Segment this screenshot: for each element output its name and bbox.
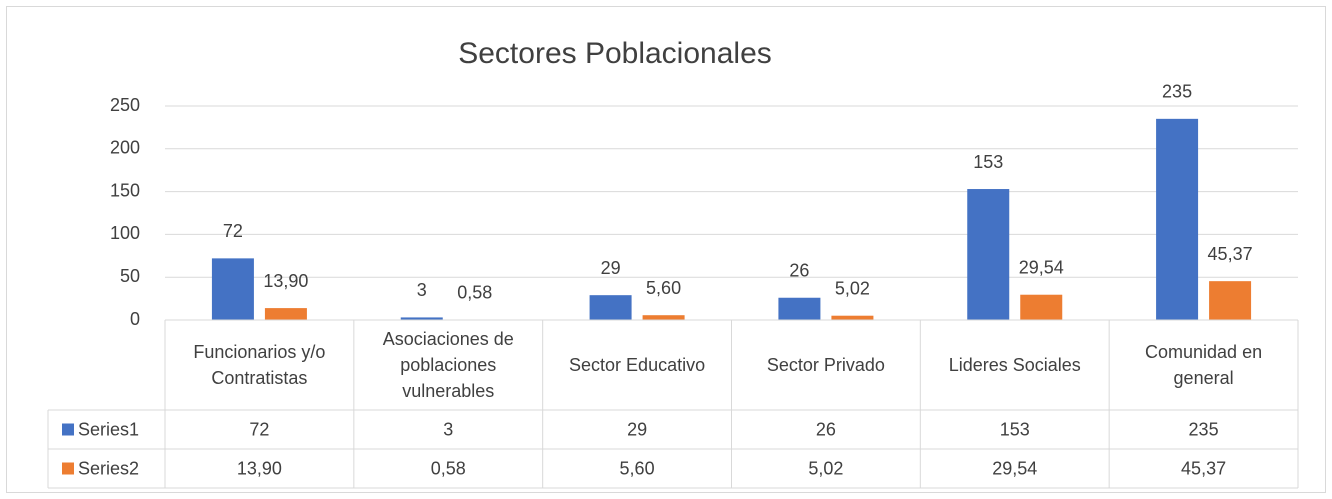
bar bbox=[642, 315, 685, 320]
x-tick-label: Asociaciones de poblaciones vulnerables bbox=[382, 329, 514, 401]
table-value: 0,58 bbox=[431, 458, 466, 478]
legend-key bbox=[62, 423, 74, 436]
data-label: 29,54 bbox=[1019, 257, 1064, 277]
chart-title: Sectores Poblacionales bbox=[458, 37, 772, 70]
y-tick-label: 0 bbox=[130, 309, 140, 329]
table-value: 153 bbox=[1000, 419, 1030, 439]
data-label: 72 bbox=[223, 221, 243, 241]
data-label: 3 bbox=[417, 280, 427, 300]
bar bbox=[400, 317, 443, 320]
y-tick-label: 50 bbox=[120, 266, 140, 286]
table-value: 235 bbox=[1189, 419, 1219, 439]
x-tick-label: Comunidad en general bbox=[1145, 342, 1263, 388]
legend-label: Series2 bbox=[78, 458, 139, 478]
data-label: 45,37 bbox=[1208, 244, 1253, 264]
x-tick-label: Sector Educativo bbox=[569, 355, 706, 375]
data-label: 13,90 bbox=[263, 271, 308, 291]
y-tick-label: 150 bbox=[110, 180, 140, 200]
bar bbox=[1156, 118, 1199, 320]
bar bbox=[1020, 294, 1063, 320]
bar bbox=[967, 189, 1010, 320]
bar bbox=[1209, 281, 1252, 320]
y-tick-label: 250 bbox=[110, 95, 140, 115]
bar bbox=[211, 258, 254, 320]
table-value: 26 bbox=[816, 419, 836, 439]
bar bbox=[778, 297, 821, 320]
data-label: 153 bbox=[973, 152, 1003, 172]
legend-key bbox=[62, 462, 74, 475]
x-tick-label: Sector Privado bbox=[766, 355, 885, 375]
table-value: 45,37 bbox=[1181, 458, 1226, 478]
x-tick-label: Lideres Sociales bbox=[948, 355, 1081, 375]
bar bbox=[264, 308, 307, 320]
bar bbox=[831, 315, 874, 320]
data-label: 5,60 bbox=[646, 278, 681, 298]
y-tick-label: 200 bbox=[110, 138, 140, 158]
table-value: 3 bbox=[443, 419, 453, 439]
table-value: 72 bbox=[249, 419, 269, 439]
table-value: 13,90 bbox=[237, 458, 282, 478]
y-tick-label: 100 bbox=[110, 223, 140, 243]
chart-border bbox=[6, 6, 1326, 493]
x-tick-label: Funcionarios y/o Contratistas bbox=[193, 342, 326, 388]
table-value: 29,54 bbox=[992, 458, 1037, 478]
table-value: 29 bbox=[627, 419, 647, 439]
table-value: 5,60 bbox=[620, 458, 655, 478]
legend-label: Series1 bbox=[78, 419, 139, 439]
table-value: 5,02 bbox=[808, 458, 843, 478]
data-label: 29 bbox=[601, 258, 621, 278]
data-label: 235 bbox=[1162, 82, 1192, 102]
data-label: 26 bbox=[789, 260, 809, 280]
bar bbox=[589, 295, 632, 320]
data-label: 0,58 bbox=[457, 282, 492, 302]
data-label: 5,02 bbox=[835, 278, 870, 298]
